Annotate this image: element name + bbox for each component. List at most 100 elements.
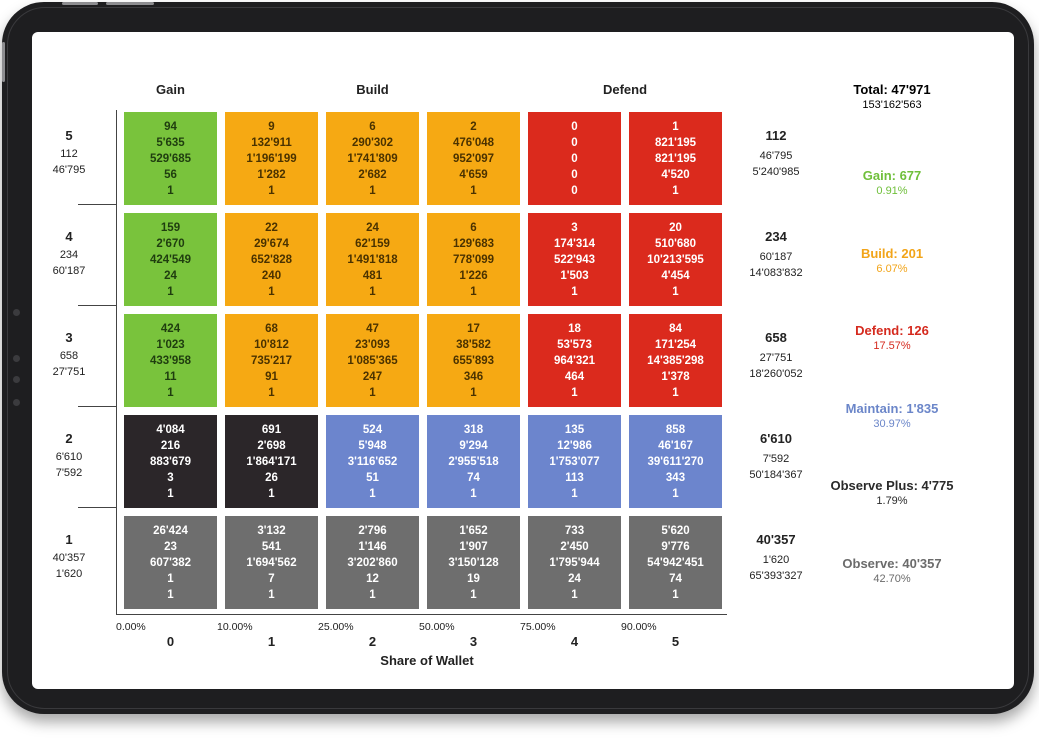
cell-value: 1 — [672, 285, 679, 298]
summary-segment-pct: 1.79% — [876, 495, 908, 507]
cell-value: 1 — [571, 588, 578, 601]
row-right-value: 46'795 — [759, 150, 793, 162]
heatmap-cell: 9 132'911 1'196'199 1'282 1 — [225, 112, 318, 205]
cell-value: 94 — [164, 120, 177, 133]
cell-value: 1'146 — [358, 540, 387, 553]
row-level: 2 — [65, 431, 73, 446]
cell-value: 1'694'562 — [246, 556, 297, 569]
cell-value: 691 — [261, 423, 282, 436]
heatmap-cell: 524 5'948 3'116'652 51 1 — [326, 415, 419, 508]
heatmap-cell: 0 0 0 0 0 — [528, 112, 621, 205]
cell-value: 1 — [470, 184, 477, 197]
x-axis-category: 0 — [166, 634, 175, 649]
cell-value: 3 — [571, 221, 578, 234]
summary-segment-pct: 30.97% — [873, 418, 911, 430]
row-right-count: 40'357 — [756, 532, 796, 547]
heatmap-cell: 691 2'698 1'864'171 26 1 — [225, 415, 318, 508]
cell-value: 12 — [366, 572, 379, 585]
row-label-left: 3 658 27'751 — [34, 330, 104, 380]
y-axis-tick — [78, 305, 116, 306]
x-axis-tick-label: 50.00% — [419, 621, 455, 633]
row-level: 5 — [65, 128, 73, 143]
cell-value: 84 — [669, 322, 682, 335]
row-label-left: 5 112 46'795 — [34, 128, 104, 178]
y-axis-tick — [78, 406, 116, 407]
tablet-frame: Gain Build Defend 94 5'635 529'685 56 1 9 132'91… — [2, 2, 1034, 714]
row-label-left: 4 234 60'187 — [34, 229, 104, 279]
side-button — [2, 42, 5, 82]
cell-value: 464 — [564, 370, 585, 383]
heatmap-cell: 84 171'254 14'385'298 1'378 1 — [629, 314, 722, 407]
row-level: 4 — [65, 229, 73, 244]
cell-value: 778'099 — [452, 253, 495, 266]
row-left-value: 1'620 — [55, 568, 83, 580]
summary-segment-label: Observe: 40'357 — [842, 556, 942, 571]
row-right-value: 5'240'985 — [752, 166, 800, 178]
heatmap-cell: 6 290'302 1'741'809 2'682 1 — [326, 112, 419, 205]
cell-value: 652'828 — [250, 253, 293, 266]
cell-value: 1 — [268, 487, 275, 500]
cell-value: 343 — [665, 471, 686, 484]
y-axis — [116, 110, 117, 614]
heatmap-cell: 318 9'294 2'955'518 74 1 — [427, 415, 520, 508]
heatmap-cell: 18 53'573 964'321 464 1 — [528, 314, 621, 407]
cell-value: 10'812 — [254, 338, 289, 351]
cell-value: 952'097 — [452, 152, 495, 165]
row-label-right: 234 60'187 14'083'832 — [731, 229, 821, 281]
cell-value: 24 — [366, 221, 379, 234]
y-axis-tick — [78, 507, 116, 508]
heatmap-cell: 3'132 541 1'694'562 7 1 — [225, 516, 318, 609]
summary-segment-label: Maintain: 1'835 — [845, 401, 939, 416]
cell-value: 247 — [362, 370, 383, 383]
cell-value: 1'741'809 — [347, 152, 398, 165]
heatmap-cell: 1'652 1'907 3'150'128 19 1 — [427, 516, 520, 609]
cell-value: 1'378 — [661, 370, 690, 383]
heatmap-cell: 2 476'048 952'097 4'659 1 — [427, 112, 520, 205]
cell-value: 1 — [571, 285, 578, 298]
row-left-value: 7'592 — [55, 467, 83, 479]
cell-value: 62'159 — [355, 237, 390, 250]
cell-value: 23'093 — [355, 338, 390, 351]
row-right-count: 112 — [765, 128, 787, 143]
cell-value: 3'202'860 — [347, 556, 398, 569]
cell-value: 39'611'270 — [647, 455, 704, 468]
heatmap-cell: 24 62'159 1'491'818 481 1 — [326, 213, 419, 306]
cell-value: 2 — [470, 120, 477, 133]
cell-value: 481 — [362, 269, 383, 282]
summary-segment-pct: 6.07% — [876, 263, 908, 275]
sensor-dot — [13, 376, 20, 383]
cell-value: 9 — [268, 120, 275, 133]
heatmap-cell: 94 5'635 529'685 56 1 — [124, 112, 217, 205]
cell-value: 1 — [268, 184, 275, 197]
cell-value: 476'048 — [452, 136, 495, 149]
row-left-value: 6'610 — [55, 451, 83, 463]
column-group-header: Build — [356, 82, 389, 97]
cell-value: 735'217 — [250, 354, 293, 367]
cell-value: 2'670 — [156, 237, 185, 250]
heatmap-cell: 20 510'680 10'213'595 4'454 1 — [629, 213, 722, 306]
heatmap-cell: 26'424 23 607'382 1 1 — [124, 516, 217, 609]
cell-value: 129'683 — [452, 237, 495, 250]
summary-segment-pct: 17.57% — [873, 340, 911, 352]
summary-segment: Build: 201 6.07% — [802, 246, 982, 275]
cell-value: 1'282 — [257, 168, 286, 181]
summary-segment: Maintain: 1'835 30.97% — [802, 401, 982, 430]
cell-value: 159 — [160, 221, 181, 234]
cell-value: 6 — [369, 120, 376, 133]
cell-value: 4'659 — [459, 168, 488, 181]
cell-value: 524 — [362, 423, 383, 436]
heatmap-cell: 6 129'683 778'099 1'226 1 — [427, 213, 520, 306]
cell-value: 91 — [265, 370, 278, 383]
cell-value: 171'254 — [654, 338, 697, 351]
cell-value: 26 — [265, 471, 278, 484]
cell-value: 3'150'128 — [448, 556, 499, 569]
summary-total-label: Total: 47'971 — [853, 82, 931, 97]
cell-value: 11 — [164, 370, 177, 383]
volume-button — [62, 2, 98, 5]
row-right-value: 18'260'052 — [749, 368, 803, 380]
cell-value: 17 — [467, 322, 480, 335]
row-left-value: 60'187 — [52, 265, 86, 277]
summary-segment: Observe Plus: 4'775 1.79% — [802, 478, 982, 507]
cell-value: 3'116'652 — [347, 455, 398, 468]
row-label-right: 112 46'795 5'240'985 — [731, 128, 821, 180]
